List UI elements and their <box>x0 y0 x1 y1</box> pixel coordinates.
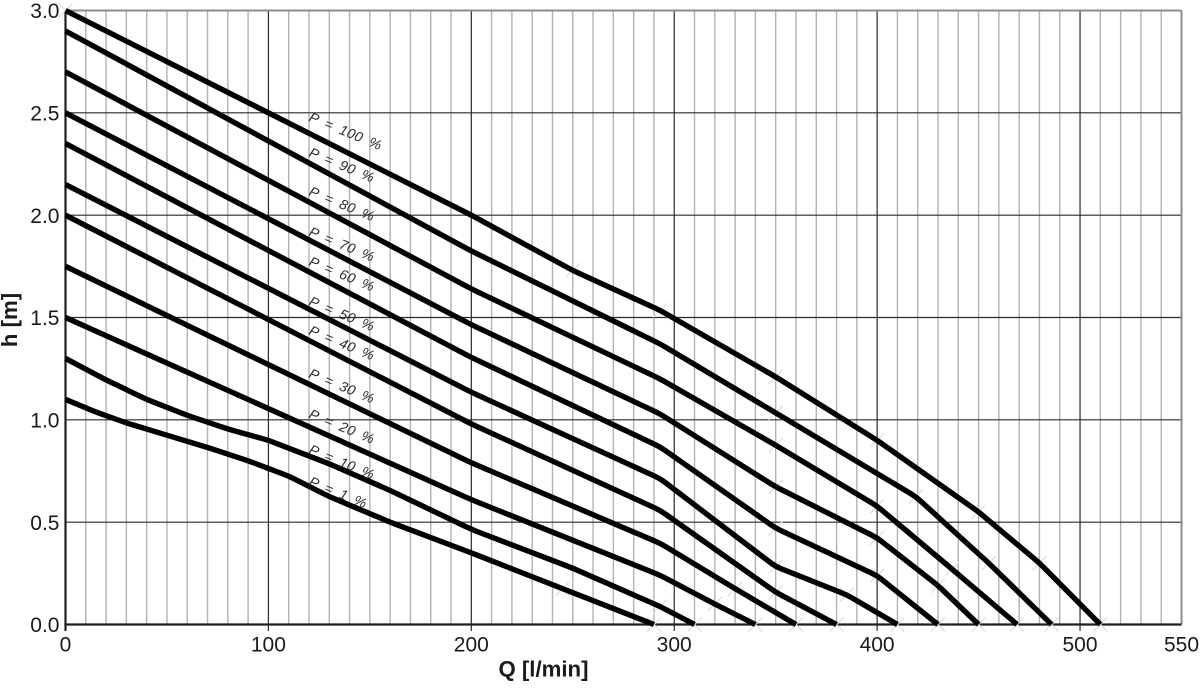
svg-text:200: 200 <box>454 634 489 657</box>
svg-text:400: 400 <box>860 634 895 657</box>
svg-text:2.5: 2.5 <box>30 103 59 126</box>
svg-text:0.5: 0.5 <box>30 512 59 535</box>
svg-text:300: 300 <box>657 634 692 657</box>
svg-text:0: 0 <box>60 634 72 657</box>
svg-text:1.0: 1.0 <box>30 410 59 433</box>
svg-text:3.0: 3.0 <box>30 0 59 23</box>
svg-text:550: 550 <box>1164 634 1199 657</box>
svg-text:h [m]: h [m] <box>0 293 22 347</box>
svg-text:500: 500 <box>1062 634 1097 657</box>
svg-text:1.5: 1.5 <box>30 307 59 330</box>
svg-text:Q [l/min]: Q [l/min] <box>499 656 589 681</box>
svg-text:100: 100 <box>251 634 286 657</box>
svg-text:2.0: 2.0 <box>30 205 59 228</box>
svg-text:0.0: 0.0 <box>30 614 59 637</box>
